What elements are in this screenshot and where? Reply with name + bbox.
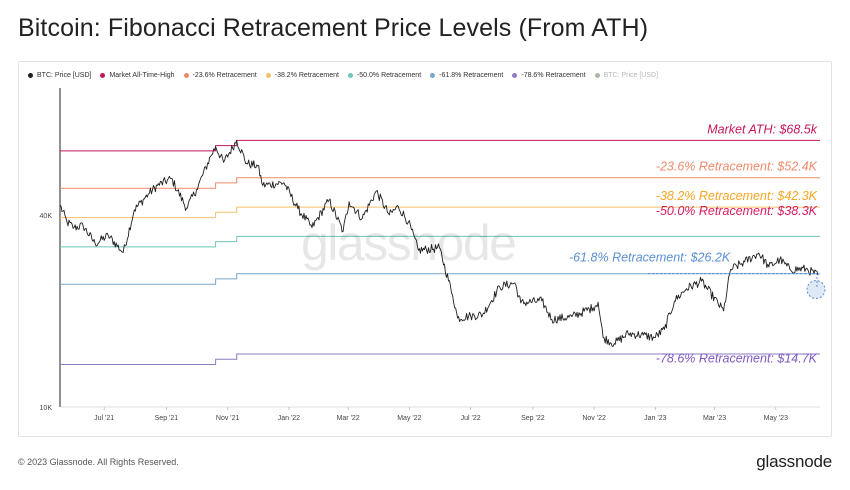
legend-item[interactable]: BTC: Price [USD] <box>28 72 91 79</box>
y-tick-label: 10K <box>40 405 53 412</box>
legend-item[interactable]: -38.2% Retracement <box>265 71 339 79</box>
axes-group: 40K 10K Jul '21 Sep '21 Nov '21 Jan '22 Mar '2… <box>40 88 820 422</box>
x-tick-label: Jan '22 <box>278 415 300 422</box>
legend-label: BTC: Price [USD] <box>37 71 92 79</box>
legend-item[interactable]: -23.6% Retracement <box>183 71 257 79</box>
annotation-label: -38.2% Retracement: $42.3K <box>656 189 818 203</box>
x-tick-label: Mar '23 <box>703 415 726 422</box>
retracement-line-3 <box>60 273 820 285</box>
x-tick-label: Jan '23 <box>644 415 666 422</box>
price-series-group <box>59 139 819 347</box>
legend-swatch-icon <box>28 72 33 78</box>
copyright-text: © 2023 Glassnode. All Rights Reserved. <box>18 457 179 467</box>
annotation-label: -78.6% Retracement: $14.7K <box>656 352 818 366</box>
legend-item[interactable]: Market All-Time-High <box>100 71 175 79</box>
retracement-line-0 <box>60 177 820 189</box>
legend-label: -50.0% Retracement <box>356 71 422 79</box>
legend-swatch-icon <box>512 72 518 78</box>
legend-label: Market All-Time-High <box>109 71 175 79</box>
price-line <box>59 139 819 347</box>
annotation-label: Market ATH: $68.5k <box>707 122 818 136</box>
x-tick-label: Mar '22 <box>337 415 360 422</box>
x-tick-label: May '23 <box>764 415 788 422</box>
x-tick-label: Jul '21 <box>94 415 114 422</box>
retracement-line-2 <box>60 235 820 248</box>
legend-swatch-icon <box>430 72 436 78</box>
x-tick-label: Sep '22 <box>521 415 545 422</box>
legend-label: BTC: Price [USD] <box>603 71 659 79</box>
x-tick-label: Nov '21 <box>216 415 240 422</box>
legend-item[interactable]: BTC: Price [USD] <box>594 71 659 79</box>
legend-swatch-icon <box>183 72 189 78</box>
legend-label: -78.6% Retracement <box>521 71 586 79</box>
legend-item[interactable]: -50.0% Retracement <box>347 71 422 79</box>
annotation-label: -50.0% Retracement: $38.3K <box>656 204 818 218</box>
current-level-dashed-line <box>648 273 818 288</box>
retracement-lines-group <box>60 139 820 365</box>
retracement-line-1 <box>60 206 820 219</box>
legend-swatch-icon <box>347 72 353 78</box>
annotation-label: -61.8% Retracement: $26.2K <box>569 251 731 265</box>
chart-legend: BTC: Price [USD] Market All-Time-High -23.… <box>28 68 658 82</box>
x-tick-label: Jul '22 <box>461 415 481 422</box>
x-tick-label: Sep '21 <box>155 415 179 422</box>
current-price-circle <box>806 280 826 300</box>
annotations-group: Market ATH: $68.5k -23.6% Retracement: $5… <box>569 122 826 366</box>
legend-item[interactable]: -78.6% Retracement <box>512 71 586 79</box>
page-title: Bitcoin: Fibonacci Retracement Price Lev… <box>18 14 649 42</box>
y-tick-label: 40K <box>40 213 53 220</box>
legend-label: -23.6% Retracement <box>192 71 257 79</box>
legend-label: -61.8% Retracement <box>439 71 504 79</box>
x-tick-label: Nov '22 <box>582 415 606 422</box>
legend-item[interactable]: -61.8% Retracement <box>430 72 503 79</box>
legend-swatch-icon <box>594 72 600 78</box>
legend-swatch-icon <box>100 72 106 78</box>
retracement-line-4 <box>60 353 820 365</box>
glassnode-logo[interactable]: glassnode <box>756 452 832 471</box>
legend-swatch-icon <box>265 72 271 78</box>
annotation-label: -23.6% Retracement: $52.4K <box>656 160 818 174</box>
x-tick-label: May '22 <box>397 415 421 422</box>
legend-label: -38.2% Retracement <box>274 71 339 79</box>
ath-line <box>60 139 820 152</box>
